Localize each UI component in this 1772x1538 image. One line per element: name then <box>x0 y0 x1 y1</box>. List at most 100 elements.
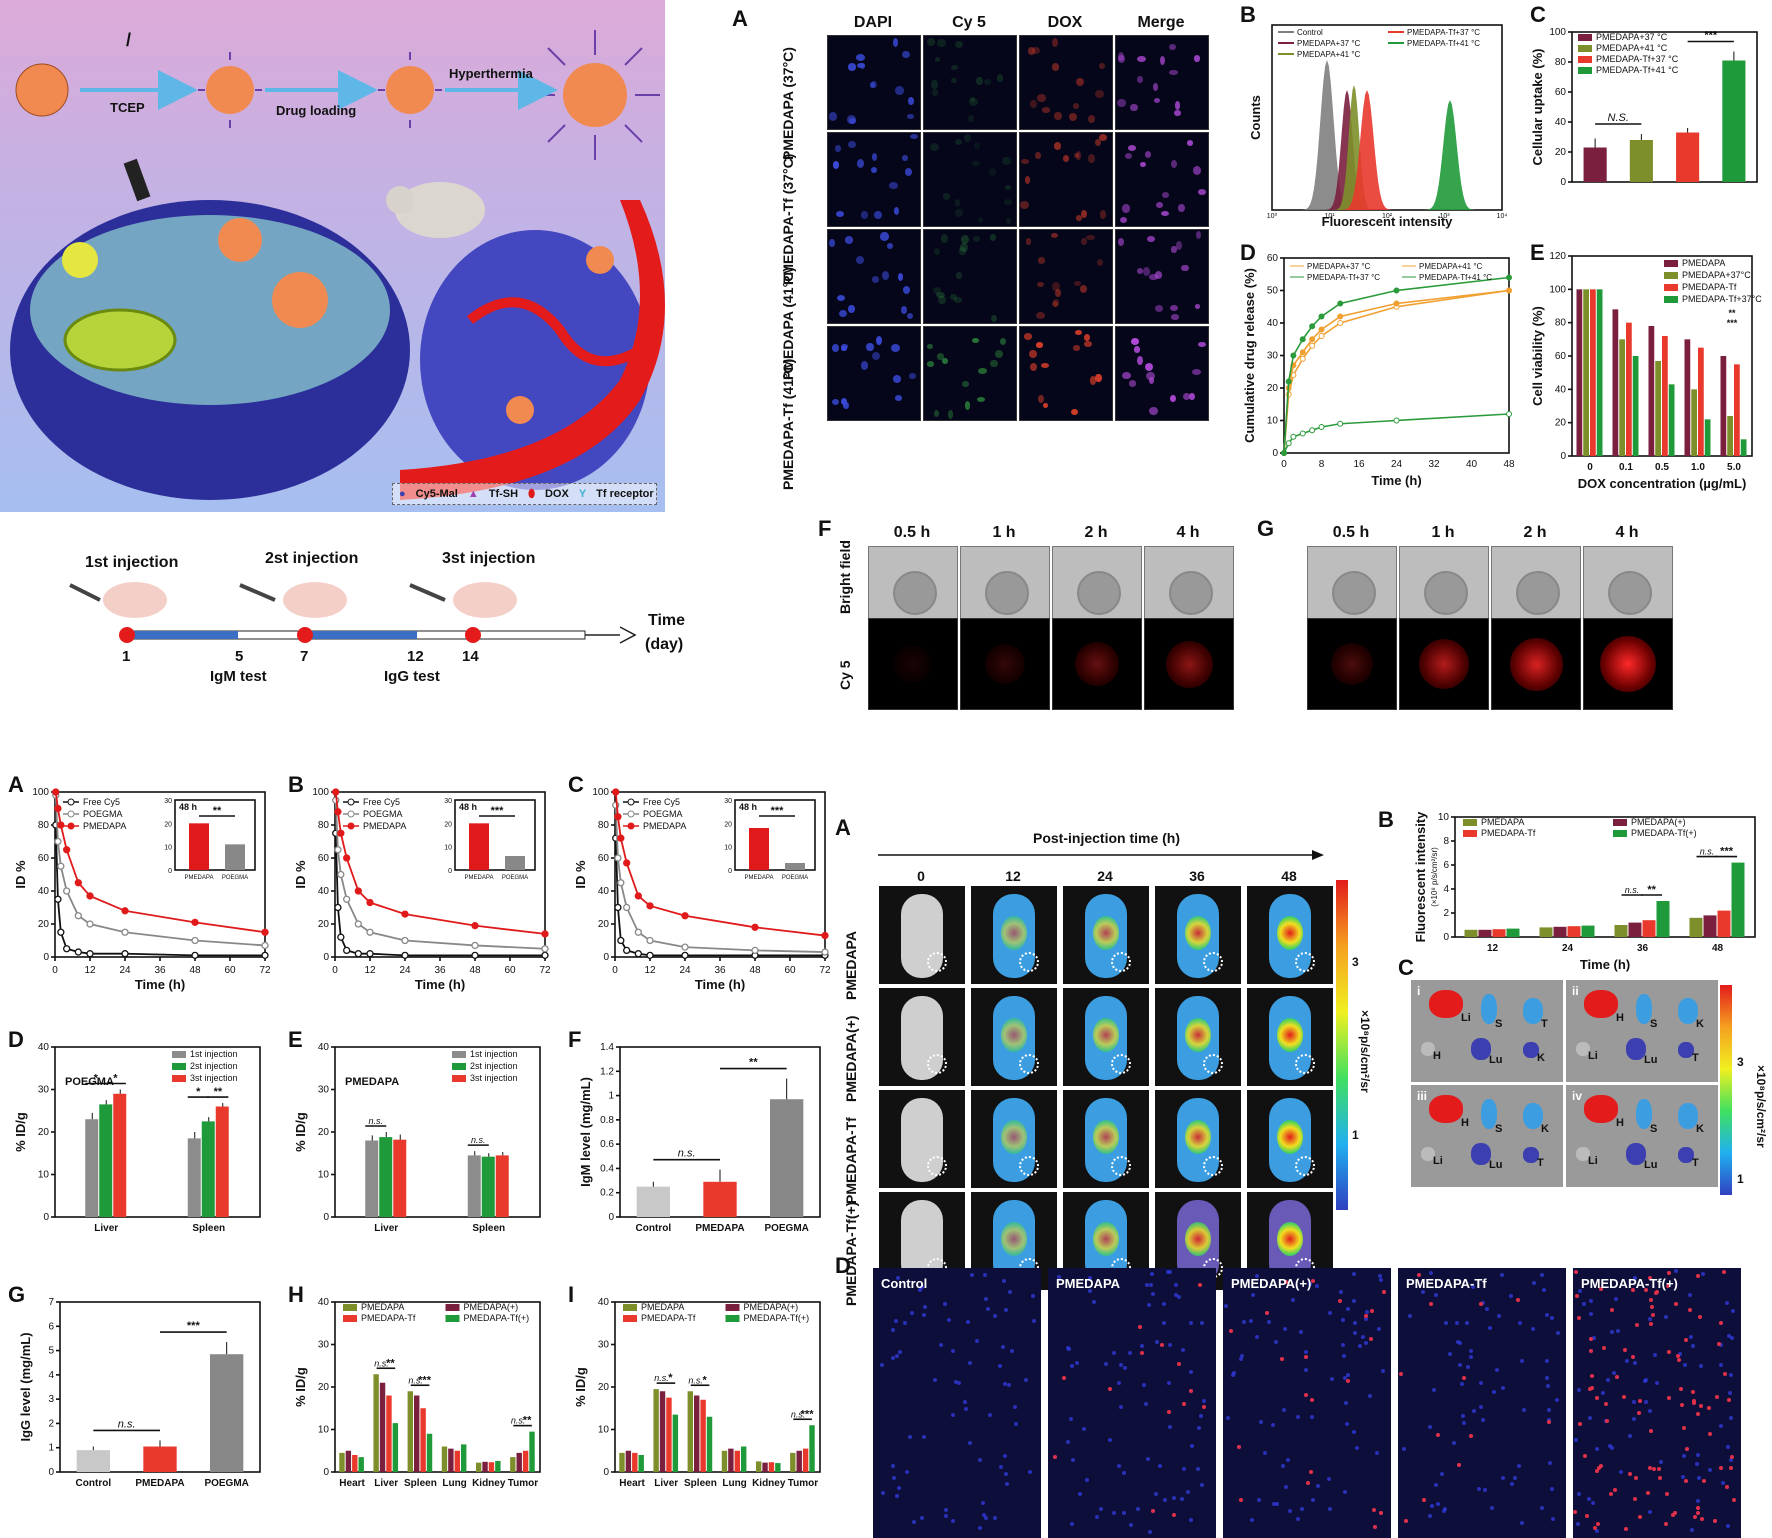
fig2-C-inset-bar <box>749 828 769 870</box>
tissue-signal <box>1139 1351 1144 1356</box>
tissue-nucleus <box>1500 1385 1505 1390</box>
fig1-E-bar <box>1662 336 1668 456</box>
fig1-D-series-point <box>1318 424 1325 430</box>
tissue-nucleus <box>1003 1453 1008 1458</box>
fig1-e-viability-chart: 0 20 40 60 80 100 120 Cell viability (%) DOX con… <box>1530 240 1762 491</box>
fig2-H-bar <box>454 1450 460 1472</box>
spheroid-fluorescence <box>1075 642 1119 686</box>
tissue-nucleus <box>1476 1486 1481 1491</box>
tissue-nucleus <box>898 1350 903 1355</box>
fig2-D-sig: ** <box>214 1086 223 1098</box>
fig2-B-series-0-line <box>334 833 545 957</box>
tissue-nucleus <box>1171 1496 1176 1501</box>
tissue-nucleus <box>1545 1313 1550 1318</box>
tissue-nucleus <box>1154 1339 1159 1344</box>
fig1-B-peak <box>1323 90 1371 210</box>
tissue-nucleus <box>1180 1497 1185 1502</box>
tissue-signal <box>1363 1313 1368 1318</box>
fig3-c-organ-blob <box>1523 998 1543 1024</box>
fig3-a-mouse-tile <box>1154 885 1242 985</box>
fig2-D-bar <box>85 1119 99 1217</box>
tissue-signal <box>1708 1432 1713 1437</box>
tissue-nucleus <box>1576 1388 1581 1393</box>
fig2-C-legend-marker <box>627 810 635 818</box>
tissue-nucleus <box>1688 1293 1693 1298</box>
tissue-nucleus <box>957 1380 962 1385</box>
fig1-a-cell-nucleus <box>1117 55 1126 63</box>
tissue-nucleus <box>1725 1444 1730 1449</box>
fig2-E-legend-label: 2st injection <box>470 1061 518 1071</box>
tissue-signal <box>1574 1270 1579 1275</box>
tissue-nucleus <box>1608 1443 1613 1448</box>
fig2-D-bar <box>201 1121 215 1217</box>
fig2-I-sig: n.s. <box>791 1409 806 1419</box>
fig2-I-bar <box>687 1391 694 1472</box>
tissue-signal <box>1701 1479 1706 1484</box>
fig1-B-xlabel: Fluorescent intensity <box>1322 214 1454 229</box>
fig2-H-ytick-label: 40 <box>318 1297 330 1308</box>
tissue-nucleus <box>1520 1359 1525 1364</box>
tissue-signal <box>1687 1308 1692 1313</box>
fig2-B-inset-bar <box>505 856 525 870</box>
tissue-nucleus <box>1271 1501 1276 1506</box>
fig1-a-cell-nucleus <box>927 343 934 350</box>
tissue-nucleus <box>1075 1360 1079 1365</box>
tissue-signal <box>1644 1287 1649 1292</box>
tissue-signal <box>1727 1397 1732 1402</box>
fig1-a-cell-nucleus <box>1169 69 1178 76</box>
fig3-d-group-label: PMEDAPA <box>1056 1276 1121 1291</box>
tissue-nucleus <box>981 1513 986 1518</box>
fig1-a-cell-nucleus <box>902 154 908 162</box>
tissue-nucleus <box>1327 1477 1332 1482</box>
fig2-G-bar <box>76 1450 110 1472</box>
fig3-a-mouse-tile <box>878 1089 966 1189</box>
tissue-signal <box>1732 1498 1737 1503</box>
fig2-H-ylabel: % ID/g <box>293 1367 308 1407</box>
fig2-D-bar <box>113 1093 127 1217</box>
fig2-A-series-1-point <box>57 862 65 870</box>
fig2-G-ytick-label: 7 <box>48 1297 54 1308</box>
fig3-B-bar <box>1656 901 1670 937</box>
tissue-nucleus <box>1121 1471 1126 1476</box>
tf-sh-legend-icon: ▲ <box>467 488 479 500</box>
fig2-F-ytick-label: 0.8 <box>600 1115 614 1126</box>
mouse-signal <box>1185 1222 1211 1256</box>
fig1-a-cell-nucleus <box>1149 376 1155 384</box>
fig2-I-legend-swatch <box>725 1315 740 1322</box>
fig1-a-cell-nucleus <box>866 342 874 352</box>
fig1-a-cell-nucleus <box>995 349 1004 358</box>
fig1-E-bar <box>1612 309 1619 456</box>
tissue-signal <box>1691 1400 1696 1405</box>
tissue-signal <box>1696 1274 1701 1279</box>
tissue-nucleus <box>1625 1358 1630 1363</box>
tissue-signal <box>1649 1304 1654 1309</box>
fig2-H-frame <box>334 1301 541 1473</box>
fig1-a-cell-nucleus <box>1161 211 1170 217</box>
fig3-c-organ-label: S <box>1650 1018 1658 1030</box>
tissue-signal <box>1197 1283 1202 1287</box>
fig1-C-legend-label: PMEDAPA+37 °C <box>1596 32 1668 42</box>
fig2-B-ytick-label: 80 <box>318 820 330 831</box>
tissue-nucleus <box>1343 1490 1348 1495</box>
tissue-nucleus <box>1725 1523 1730 1528</box>
fig1-a-cell-nucleus <box>955 40 964 48</box>
fig2-B-ytick-label: 40 <box>318 886 330 897</box>
fig1-E-bar <box>1596 289 1603 456</box>
fig3-B-bar <box>1478 929 1492 937</box>
fig1-C-ytick-label: 40 <box>1555 117 1567 128</box>
tissue-nucleus <box>1188 1370 1193 1375</box>
fig2-A-series-2-point <box>121 907 129 915</box>
fig2-B-series-1-point <box>366 928 374 936</box>
fig1-a-cell-nucleus <box>1183 392 1191 400</box>
fig1-g-time-label: 4 h <box>1615 524 1639 541</box>
fig2-C-legend-marker <box>627 822 635 830</box>
fig2-A-series-2-point <box>63 846 71 854</box>
fig3-c-organ-tile: iv H Li Lu S K T <box>1566 1085 1718 1187</box>
tissue-signal <box>1637 1398 1642 1403</box>
fig1-a-cell-nucleus <box>972 160 980 167</box>
fig2-E-xcat: Spleen <box>472 1223 505 1234</box>
tissue-nucleus <box>1031 1294 1036 1299</box>
fig1-a-cell-nucleus <box>1038 394 1044 403</box>
fig1-a-cell-nucleus <box>1080 285 1088 293</box>
